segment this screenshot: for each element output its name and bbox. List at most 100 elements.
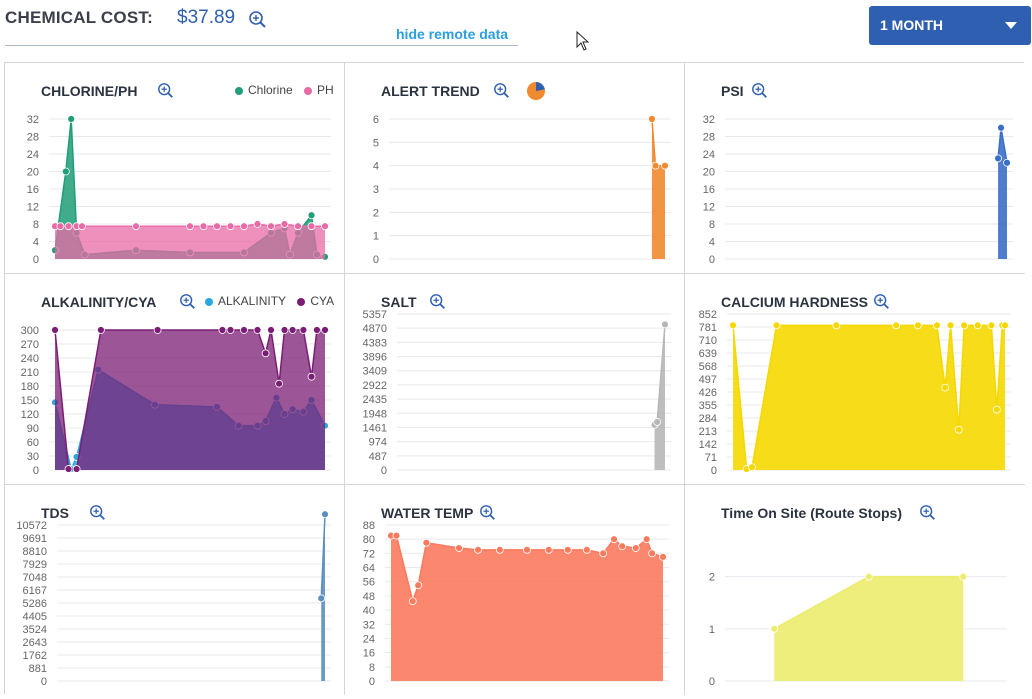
- legend-item-ph[interactable]: PH: [304, 83, 334, 97]
- data-point[interactable]: [599, 549, 608, 558]
- data-point[interactable]: [661, 320, 669, 329]
- zoom-in-icon[interactable]: [919, 504, 937, 522]
- data-point[interactable]: [132, 222, 140, 231]
- data-point[interactable]: [659, 553, 667, 561]
- data-point[interactable]: [648, 115, 656, 123]
- data-point[interactable]: [51, 326, 59, 334]
- pie-chart-icon[interactable]: [527, 82, 545, 100]
- zoom-in-icon[interactable]: [873, 293, 891, 311]
- data-point[interactable]: [280, 220, 289, 228]
- data-point[interactable]: [294, 222, 302, 231]
- data-point[interactable]: [618, 542, 627, 551]
- zoom-in-icon[interactable]: [493, 82, 511, 100]
- data-point[interactable]: [523, 545, 531, 554]
- data-point[interactable]: [994, 154, 1002, 163]
- data-point[interactable]: [651, 161, 660, 170]
- hide-remote-data-link[interactable]: hide remote data: [396, 26, 509, 42]
- data-point[interactable]: [648, 549, 657, 558]
- data-point[interactable]: [321, 510, 329, 519]
- data-point[interactable]: [959, 572, 968, 581]
- zoom-in-icon[interactable]: [479, 504, 497, 522]
- data-point[interactable]: [267, 222, 275, 231]
- zoom-in-icon[interactable]: [751, 82, 769, 100]
- data-point[interactable]: [153, 326, 162, 334]
- data-point[interactable]: [72, 465, 81, 473]
- data-point[interactable]: [261, 349, 270, 358]
- data-point[interactable]: [946, 321, 955, 330]
- data-point[interactable]: [307, 372, 316, 381]
- data-point[interactable]: [253, 326, 262, 334]
- data-point[interactable]: [64, 465, 73, 473]
- data-point[interactable]: [213, 222, 221, 231]
- data-point[interactable]: [226, 222, 235, 231]
- data-point[interactable]: [307, 211, 316, 220]
- data-point[interactable]: [631, 544, 640, 552]
- data-point[interactable]: [97, 326, 105, 334]
- data-point[interactable]: [321, 222, 329, 231]
- data-point[interactable]: [832, 321, 841, 330]
- data-point[interactable]: [997, 123, 1005, 132]
- data-point[interactable]: [312, 326, 321, 334]
- data-point[interactable]: [914, 321, 922, 330]
- data-point[interactable]: [218, 326, 227, 334]
- data-point[interactable]: [321, 326, 329, 334]
- data-point[interactable]: [1003, 158, 1011, 167]
- data-point[interactable]: [414, 581, 423, 590]
- data-point[interactable]: [748, 463, 756, 472]
- data-point[interactable]: [892, 321, 901, 330]
- data-point[interactable]: [299, 326, 308, 334]
- data-point[interactable]: [455, 544, 463, 552]
- zoom-in-icon[interactable]: [248, 10, 268, 30]
- y-tick-label: 48: [363, 591, 375, 603]
- data-point[interactable]: [610, 535, 618, 544]
- data-point[interactable]: [973, 321, 982, 330]
- data-point[interactable]: [729, 321, 737, 330]
- data-point[interactable]: [56, 222, 65, 231]
- data-point[interactable]: [307, 222, 316, 231]
- data-point[interactable]: [61, 167, 70, 176]
- data-point[interactable]: [64, 222, 73, 231]
- data-point[interactable]: [653, 418, 662, 426]
- data-point[interactable]: [661, 161, 669, 170]
- data-point[interactable]: [1001, 321, 1009, 330]
- data-point[interactable]: [770, 624, 779, 633]
- data-point[interactable]: [317, 594, 326, 603]
- data-point[interactable]: [275, 379, 284, 388]
- data-point[interactable]: [582, 545, 591, 554]
- zoom-in-icon[interactable]: [89, 504, 107, 522]
- legend-item-chlorine[interactable]: Chlorine: [235, 83, 293, 97]
- data-point[interactable]: [563, 545, 572, 554]
- data-point[interactable]: [954, 425, 963, 434]
- data-point[interactable]: [987, 321, 996, 330]
- data-point[interactable]: [240, 326, 248, 334]
- zoom-in-icon[interactable]: [157, 82, 175, 100]
- zoom-in-icon[interactable]: [429, 293, 447, 311]
- data-point[interactable]: [408, 597, 417, 606]
- data-point[interactable]: [544, 545, 553, 554]
- data-point[interactable]: [864, 572, 873, 581]
- data-point[interactable]: [495, 545, 504, 554]
- data-point[interactable]: [941, 383, 950, 392]
- data-point[interactable]: [240, 222, 248, 231]
- data-point[interactable]: [288, 326, 297, 334]
- data-point[interactable]: [933, 321, 941, 330]
- data-point[interactable]: [199, 222, 208, 231]
- data-point[interactable]: [422, 538, 431, 547]
- data-point[interactable]: [253, 220, 262, 228]
- data-point[interactable]: [992, 405, 1001, 414]
- data-point[interactable]: [772, 321, 781, 330]
- data-point[interactable]: [474, 545, 482, 554]
- data-point[interactable]: [67, 115, 76, 123]
- data-point[interactable]: [960, 321, 969, 330]
- legend-item-cya[interactable]: CYA: [297, 294, 334, 308]
- data-point[interactable]: [226, 326, 235, 334]
- data-point[interactable]: [267, 326, 275, 334]
- data-point[interactable]: [642, 535, 651, 544]
- data-point[interactable]: [78, 222, 86, 231]
- time-range-dropdown[interactable]: 1 MONTH: [869, 6, 1031, 45]
- data-point[interactable]: [392, 531, 401, 540]
- zoom-in-icon[interactable]: [179, 293, 197, 311]
- data-point[interactable]: [280, 326, 289, 334]
- legend-item-alkalinity[interactable]: ALKALINITY: [205, 294, 286, 308]
- data-point[interactable]: [186, 222, 194, 231]
